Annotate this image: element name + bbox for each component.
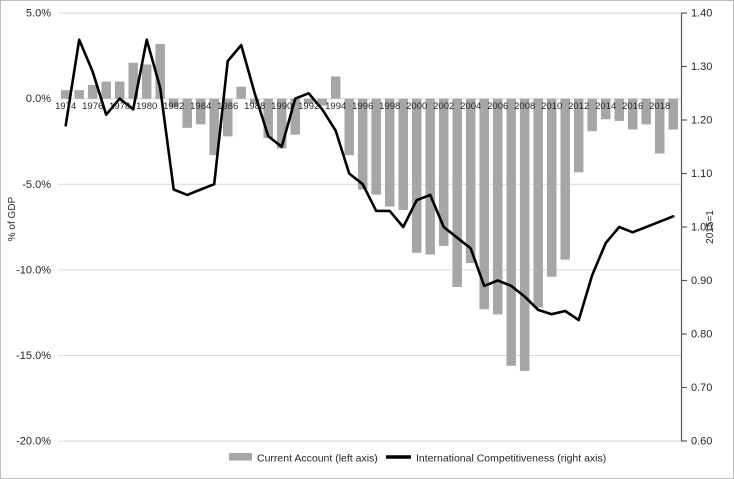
legend-label-competitiveness: International Competitiveness (right axi… bbox=[416, 453, 606, 465]
left-axis-tick-label: -15.0% bbox=[16, 350, 51, 362]
current-account-bar bbox=[371, 98, 381, 195]
right-axis-tick-label: 1.20 bbox=[691, 115, 712, 127]
right-axis-tick-label: 0.70 bbox=[691, 382, 712, 394]
current-account-bar bbox=[654, 98, 665, 154]
current-account-bar bbox=[546, 98, 557, 277]
left-axis-tick-label: -10.0% bbox=[16, 264, 51, 276]
current-account-bar bbox=[114, 81, 125, 99]
current-account-bar bbox=[641, 98, 651, 125]
current-account-bar bbox=[74, 90, 84, 99]
x-axis-year-label: 2014 bbox=[595, 101, 616, 112]
x-axis-year-label: 1996 bbox=[352, 101, 373, 112]
current-account-bar bbox=[344, 98, 354, 156]
right-axis-tick-label: 1.10 bbox=[691, 168, 712, 180]
current-account-bar bbox=[519, 98, 530, 371]
current-account-bar bbox=[587, 98, 597, 132]
right-axis-tick-label: 0.90 bbox=[691, 275, 712, 287]
x-axis-year-label: 2002 bbox=[433, 101, 454, 112]
left-axis-tick-label: 5.0% bbox=[26, 8, 51, 20]
right-axis-tick-label: 1.00 bbox=[691, 222, 712, 234]
current-account-bar bbox=[479, 98, 489, 310]
current-account-bar bbox=[141, 64, 152, 99]
current-account-bar bbox=[303, 98, 314, 104]
right-axis-tick-label: 1.40 bbox=[691, 8, 712, 20]
x-axis-year-label: 1990 bbox=[271, 101, 292, 112]
x-axis-year-label: 1994 bbox=[325, 101, 346, 112]
legend-bar-swatch bbox=[229, 453, 252, 461]
x-axis-year-label: 2000 bbox=[406, 101, 427, 112]
left-axis-tick-label: -20.0% bbox=[16, 436, 51, 448]
current-account-bar bbox=[438, 98, 449, 246]
current-account-bar bbox=[168, 98, 179, 108]
current-account-bar bbox=[357, 98, 368, 190]
current-account-bar bbox=[533, 98, 543, 308]
legend-label-current-account: Current Account (left axis) bbox=[257, 453, 378, 465]
current-account-bar bbox=[398, 98, 408, 210]
current-account-bar bbox=[573, 98, 584, 173]
current-account-bar bbox=[668, 98, 678, 130]
right-axis-tick-label: 0.80 bbox=[691, 329, 712, 341]
current-account-bar bbox=[425, 98, 435, 255]
current-account-bar bbox=[276, 98, 287, 149]
current-account-bar bbox=[330, 76, 341, 99]
current-account-bar bbox=[600, 98, 611, 120]
x-axis-year-label: 1982 bbox=[163, 101, 184, 112]
current-account-bar bbox=[492, 98, 503, 315]
x-axis-year-label: 1984 bbox=[190, 101, 211, 112]
left-axis-title: % of GDP bbox=[7, 196, 18, 241]
current-account-bar bbox=[263, 98, 273, 139]
current-account-bar bbox=[222, 98, 233, 137]
left-axis-tick-label: -5.0% bbox=[22, 179, 51, 191]
current-account-bar bbox=[87, 85, 98, 99]
x-axis-year-label: 1998 bbox=[379, 101, 400, 112]
x-axis-year-label: 1976 bbox=[82, 101, 103, 112]
current-account-bar bbox=[411, 98, 422, 253]
x-axis-year-label: 2016 bbox=[622, 101, 643, 112]
right-axis-tick-label: 1.30 bbox=[691, 61, 712, 73]
left-axis-tick-label: 0.0% bbox=[26, 93, 51, 105]
x-axis-year-label: 1988 bbox=[244, 101, 265, 112]
current-account-bar bbox=[627, 98, 638, 130]
x-axis-year-label: 2004 bbox=[460, 101, 481, 112]
current-account-bar bbox=[290, 98, 300, 135]
current-account-bar bbox=[614, 98, 624, 121]
x-axis-year-label: 1992 bbox=[298, 101, 319, 112]
current-account-bar bbox=[452, 98, 462, 288]
x-axis-year-label: 1986 bbox=[217, 101, 238, 112]
current-account-bar bbox=[506, 98, 516, 366]
x-axis-year-label: 1978 bbox=[109, 101, 130, 112]
current-account-bar bbox=[236, 86, 246, 99]
current-account-bar bbox=[128, 62, 138, 99]
current-account-bar bbox=[101, 81, 111, 99]
current-account-bar bbox=[60, 90, 71, 99]
current-account-bar bbox=[384, 98, 395, 207]
x-axis-year-label: 2018 bbox=[649, 101, 670, 112]
current-account-bar bbox=[560, 98, 570, 260]
current-account-bar bbox=[465, 98, 476, 264]
x-axis-year-label: 2012 bbox=[568, 101, 589, 112]
x-axis-year-label: 2006 bbox=[487, 101, 508, 112]
current-account-bar bbox=[209, 98, 219, 156]
current-account-bar bbox=[317, 98, 327, 106]
current-account-bar bbox=[249, 98, 260, 104]
x-axis-year-label: 2008 bbox=[514, 101, 535, 112]
right-axis-title: 2015=1 bbox=[705, 210, 716, 244]
current-account-bar bbox=[182, 98, 192, 128]
current-account-bar bbox=[195, 98, 206, 125]
right-axis-tick-label: 0.60 bbox=[691, 436, 712, 448]
x-axis-year-label: 2010 bbox=[541, 101, 562, 112]
x-axis-year-label: 1974 bbox=[55, 101, 76, 112]
current-account-bar bbox=[155, 43, 165, 99]
competitiveness-line bbox=[64, 38, 675, 322]
x-axis-year-label: 1980 bbox=[136, 101, 157, 112]
